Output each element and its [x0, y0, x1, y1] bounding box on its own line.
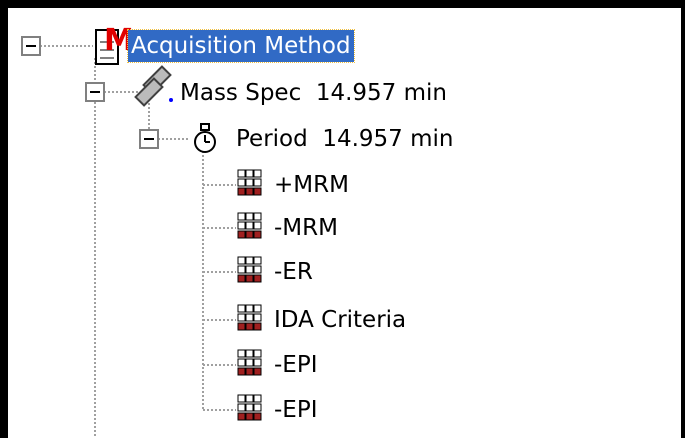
icon-cell	[237, 256, 246, 265]
icon-cell	[237, 212, 246, 221]
tree-view: M Acquisition Method Mass Spec 14.957 mi…	[8, 8, 681, 438]
icon-cell	[253, 313, 262, 322]
tree-item-label[interactable]: +MRM	[274, 172, 349, 198]
icon-cell	[253, 274, 262, 283]
icon-cell	[245, 221, 254, 230]
icon-cell	[253, 367, 262, 376]
icon-cell	[253, 169, 262, 178]
icon-cell	[245, 394, 254, 403]
icon-cell	[245, 403, 254, 412]
icon-cell	[245, 178, 254, 187]
icon-cell	[237, 187, 246, 196]
icon-cell	[253, 230, 262, 239]
icon-cell	[253, 349, 262, 358]
icon-cell	[245, 304, 254, 313]
scan-icon	[237, 212, 262, 239]
icon-cell	[245, 349, 254, 358]
scan-icon	[237, 256, 262, 283]
icon-cell	[237, 265, 246, 274]
icon-cell	[237, 313, 246, 322]
icon-cell	[253, 304, 262, 313]
icon-cell	[253, 256, 262, 265]
icon-cell	[245, 169, 254, 178]
icon-cell	[245, 256, 254, 265]
mass-spec-icon	[134, 65, 173, 107]
tree-item-label[interactable]: -EPI	[274, 397, 318, 423]
icon-cell	[245, 212, 254, 221]
tree-item-label[interactable]: Acquisition Method	[127, 29, 355, 63]
icon-cell	[245, 230, 254, 239]
icon-cell	[245, 412, 254, 421]
icon-cell	[237, 304, 246, 313]
icon-cell	[237, 349, 246, 358]
icon-cell	[253, 265, 262, 274]
icon-cell	[237, 221, 246, 230]
icon-cell	[245, 187, 254, 196]
icon-cell	[253, 394, 262, 403]
tree-item-label[interactable]: -EPI	[274, 352, 318, 378]
tree-item-label[interactable]: IDA Criteria	[274, 307, 407, 333]
icon-cell	[253, 221, 262, 230]
icon-cell	[237, 178, 246, 187]
expander[interactable]	[139, 129, 159, 149]
icon-cell	[245, 367, 254, 376]
icon-cell	[245, 274, 254, 283]
icon-cell	[253, 178, 262, 187]
icon-cell	[253, 322, 262, 331]
icon-cell	[237, 274, 246, 283]
tree-item-label[interactable]: -ER	[274, 259, 313, 285]
tree-item-label[interactable]: -MRM	[274, 215, 338, 241]
icon-cell	[253, 412, 262, 421]
expander[interactable]	[85, 82, 105, 102]
scan-icon	[237, 304, 262, 331]
icon-cell	[253, 212, 262, 221]
icon-cell	[245, 358, 254, 367]
icon-cell	[237, 169, 246, 178]
icon-cell	[253, 358, 262, 367]
icon-cell	[237, 358, 246, 367]
scan-icon	[237, 169, 262, 196]
tree-item-label[interactable]: Mass Spec 14.957 min	[180, 80, 447, 106]
icon-cell	[253, 403, 262, 412]
icon-cell	[237, 394, 246, 403]
icon-cell	[237, 230, 246, 239]
expander[interactable]	[21, 36, 41, 56]
icon-cell	[237, 412, 246, 421]
icon-cell	[245, 313, 254, 322]
tree-item-label[interactable]: Period 14.957 min	[236, 126, 454, 152]
icon-cell	[237, 322, 246, 331]
tree-lines: M	[21, 23, 262, 438]
icon-cell	[245, 322, 254, 331]
icon-cell	[237, 367, 246, 376]
icon-cell	[237, 403, 246, 412]
icon-cell	[245, 265, 254, 274]
scan-icon	[237, 394, 262, 421]
scan-icon	[237, 349, 262, 376]
icon-cell	[253, 187, 262, 196]
period-icon	[194, 123, 216, 153]
